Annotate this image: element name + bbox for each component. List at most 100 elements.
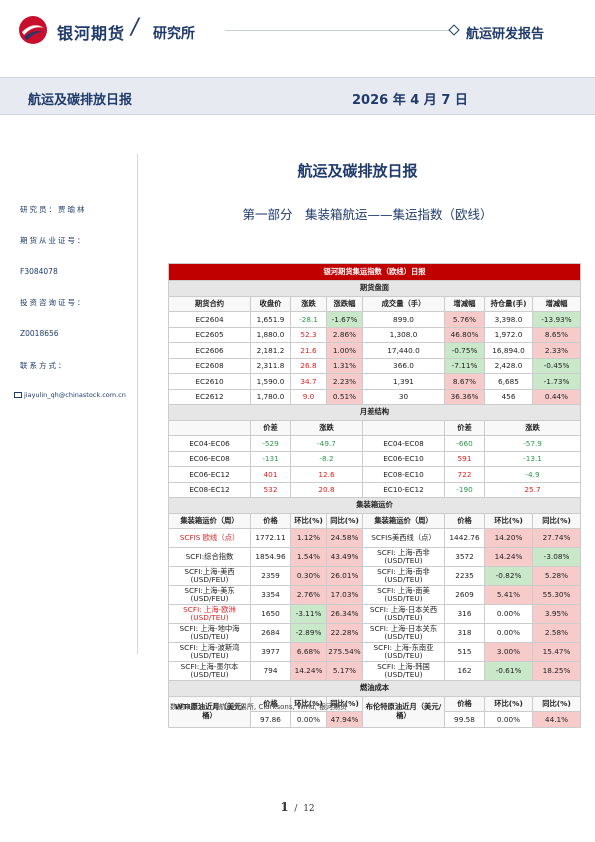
column-header: 持仓量(手) [484, 295, 533, 312]
table-cell: 5.17% [326, 661, 363, 681]
table-cell: 1,651.9 [250, 311, 291, 328]
table-cell: 5.41% [484, 585, 533, 605]
table-row: 月差结构 [167, 404, 582, 421]
table-cell: EC2610 [168, 373, 251, 390]
table-cell: 20.8 [290, 481, 363, 498]
table-cell: -3.11% [290, 604, 327, 624]
table-cell: SCFI: 上海-欧洲 (USD/TEU) [168, 604, 251, 624]
column-header: 增减幅 [444, 295, 485, 312]
column-header: 布伦特原油近月（美元/桶） [362, 695, 445, 728]
table-cell: -0.82% [484, 566, 533, 586]
table-cell: -190 [444, 481, 485, 498]
table-row: SCFI: 上海-欧洲 (USD/TEU) 1650 -3.11% 26.34% SCF… [168, 604, 582, 624]
table-cell: 2.33% [531, 342, 582, 359]
column-header: 环比(%) [290, 512, 327, 529]
galaxy-logo-icon [19, 16, 47, 44]
table-cell: 52.3 [290, 326, 327, 343]
table-cell: 2,181.2 [250, 342, 291, 359]
qualification-label: 期货从业证号： [20, 236, 87, 245]
table-cell: 6,685 [484, 373, 533, 390]
table-cell: 2,311.8 [250, 357, 291, 374]
table-cell: SCFI:上海-墨尔本 (USD/TEU) [168, 661, 251, 681]
table-cell: 318 [444, 623, 485, 643]
table-cell: EC08-EC12 [168, 481, 251, 498]
column-header: 集装箱运价（周） [168, 512, 251, 529]
table-cell: 515 [444, 642, 485, 662]
table-cell: 14.24% [484, 547, 533, 567]
table-cell: 27.74% [531, 528, 582, 548]
table-row: 期货合约 收盘价 涨跌 涨跌幅 成交量（手） 增减幅 持仓量(手) 增减幅 [168, 295, 582, 312]
column-header: 同比(%) [326, 695, 363, 712]
table-cell: -2.89% [290, 623, 327, 643]
table-cell: 2.76% [290, 585, 327, 605]
table-row: 银河期货集运指数（欧线）日报 [167, 263, 582, 281]
table-cell: 2359 [250, 566, 291, 586]
table-row: SCFI:上海-墨尔本 (USD/TEU) 794 14.24% 5.17% SCFI:… [168, 661, 582, 681]
table-cell: 12.6 [290, 466, 363, 483]
table-cell: 1.31% [326, 357, 363, 374]
table-cell: SCFI: 上海-南非 (USD/TEU) [362, 566, 445, 586]
ec-daily-table: 银河期货集运指数（欧线）日报 期货盘面 期货合约 收盘价 涨跌 涨跌幅 成交量（手） 增减幅持… [167, 263, 582, 728]
table-cell: 1.00% [326, 342, 363, 359]
table-row: SCFI:上海-美西 (USD/FEU) 2359 0.30% 26.01% SCFI:… [168, 566, 582, 586]
table-cell: 456 [484, 388, 533, 405]
table-row: SCFIS 欧线（点） 1772.11 1.12% 24.58% SCFIS美西线（点）… [168, 528, 582, 548]
table-title: 银河期货集运指数（欧线）日报 [167, 263, 582, 281]
table-cell: EC2612 [168, 388, 251, 405]
table-cell [362, 419, 445, 436]
table-cell: EC08-EC10 [362, 466, 445, 483]
table-cell: 16,894.0 [484, 342, 533, 359]
table-row: 集装箱运价 [167, 497, 582, 514]
table-cell: 30 [362, 388, 445, 405]
table-cell: -1.67% [326, 311, 363, 328]
email-text: jiayulin_qh@chinastock.com.cn [24, 391, 126, 399]
table-cell: 26.01% [326, 566, 363, 586]
table-cell: 366.0 [362, 357, 445, 374]
table-cell: EC2606 [168, 342, 251, 359]
column-header: 同比(%) [531, 512, 582, 529]
table-cell: 5.28% [531, 566, 582, 586]
header-divider: / [131, 15, 139, 40]
table-cell: 1.12% [290, 528, 327, 548]
table-cell: 8.67% [444, 373, 485, 390]
table-row: EC2604 1,651.9 -28.1 -1.67% 899.0 5.76% 3,398.… [168, 311, 582, 328]
table-cell: SCFI: 上海-东南亚 (USD/TEU) [362, 642, 445, 662]
table-cell: 6.68% [290, 642, 327, 662]
contact-email[interactable]: jiayulin_qh@chinastock.com.cn [14, 391, 126, 399]
table-row: 期货盘面 [167, 280, 582, 297]
section-header: 燃油成本 [167, 680, 582, 697]
table-cell: 22.28% [326, 623, 363, 643]
table-cell: 2235 [444, 566, 485, 586]
table-cell: EC06-EC10 [362, 450, 445, 467]
table-cell: 2.23% [326, 373, 363, 390]
section-header: 期货盘面 [167, 280, 582, 297]
section-title: 第一部分 集装箱航运——集运指数（欧线） [242, 207, 493, 222]
table-cell: 1.54% [290, 547, 327, 567]
table-cell: EC2608 [168, 357, 251, 374]
column-header: 涨跌 [483, 419, 582, 436]
table-cell: SCFI:上海-美西 (USD/FEU) [168, 566, 251, 586]
page-current: 1 [280, 800, 289, 814]
table-cell: 3,398.0 [484, 311, 533, 328]
column-header: 收盘价 [250, 295, 291, 312]
column-header: 涨跌幅 [326, 295, 363, 312]
table-cell: 44.1% [531, 711, 582, 728]
invest-license-label: 投资咨询证号： [20, 298, 87, 307]
table-row: 燃油成本 [167, 680, 582, 697]
table-cell: 14.20% [484, 528, 533, 548]
table-cell: EC06-EC12 [168, 466, 251, 483]
column-header: 期货合约 [168, 295, 251, 312]
table-row: EC06-EC12 401 12.6 EC08-EC10 722 -4.9 [168, 466, 582, 483]
title-band [0, 77, 595, 115]
column-header: 同比(%) [326, 512, 363, 529]
table-cell: SCFIS美西线（点） [362, 528, 445, 548]
table-cell: EC2605 [168, 326, 251, 343]
table-row: SCFI: 上海-地中海 (USD/TEU) 2684 -2.89% 22.28% SC… [168, 623, 582, 643]
table-cell: EC2604 [168, 311, 251, 328]
table-cell: 2.86% [326, 326, 363, 343]
table-cell: 43.49% [326, 547, 363, 567]
table-cell: 3354 [250, 585, 291, 605]
table-cell: 794 [250, 661, 291, 681]
section-header: 月差结构 [167, 404, 582, 421]
table-row: EC2606 2,181.2 21.6 1.00% 17,440.0 -0.75% 16,8… [168, 342, 582, 359]
